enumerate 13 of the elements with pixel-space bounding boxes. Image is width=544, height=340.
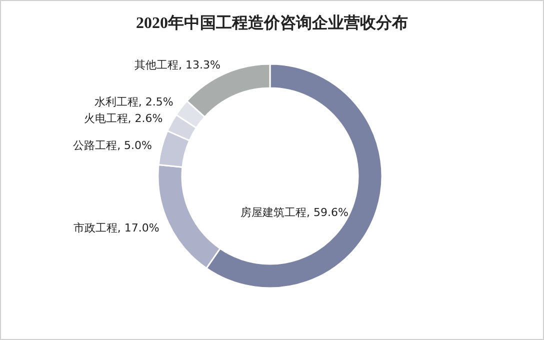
slice-label: 公路工程: [73, 138, 118, 152]
data-label: , 2.6%: [128, 112, 163, 125]
data-label: , 5.0%: [117, 138, 152, 152]
slice-label: 火电工程: [84, 112, 128, 125]
data-label: , 59.6%: [306, 206, 348, 220]
chart-title: 2020年中国工程造价咨询企业营收分布: [136, 14, 408, 32]
slice-label: 市政工程: [73, 221, 118, 234]
slice-label: 水利工程: [94, 96, 138, 109]
slice-label: 其他工程: [134, 58, 179, 72]
data-label: , 2.5%: [138, 96, 174, 109]
data-label: , 17.0%: [117, 221, 160, 234]
data-label: , 13.3%: [178, 58, 220, 72]
slice-label: 房屋建筑工程: [240, 206, 307, 220]
